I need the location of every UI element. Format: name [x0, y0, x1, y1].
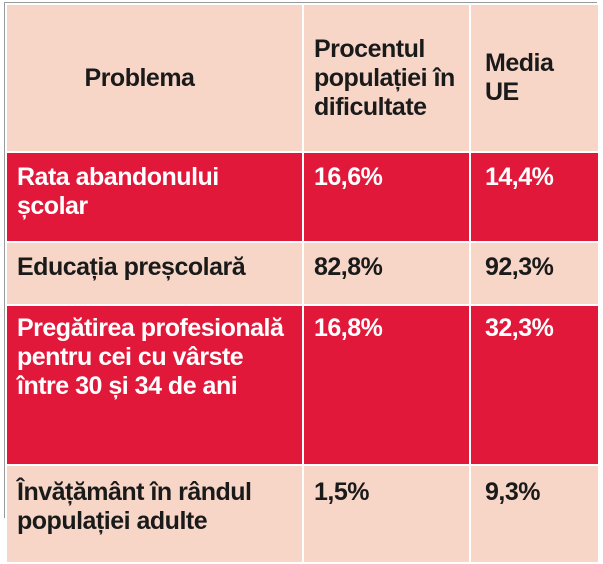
cell-problem: Pregătirea profesională pentru cei cu vâ…: [5, 304, 304, 466]
statistics-table-container: Problema Procentul populației în dificul…: [4, 2, 600, 564]
cell-percent: 16,6%: [302, 151, 471, 243]
cell-eu-average: 9,3%: [469, 464, 600, 564]
table-row: Învățământ în rândul populației adulte 1…: [5, 464, 600, 564]
cell-percent: 82,8%: [302, 241, 471, 306]
statistics-table: Problema Procentul populației în dificul…: [5, 3, 600, 564]
cell-problem: Educația preșcolară: [5, 241, 304, 306]
cell-eu-average: 32,3%: [469, 304, 600, 466]
cell-problem: Rata abandonului școlar: [5, 151, 304, 243]
table-row: Educația preșcolară 82,8% 92,3%: [5, 241, 600, 306]
cell-problem: Învățământ în rândul populației adulte: [5, 464, 304, 564]
cell-percent: 1,5%: [302, 464, 471, 564]
header-percent: Procentul populației în dificultate: [302, 3, 471, 153]
table-row: Pregătirea profesională pentru cei cu vâ…: [5, 304, 600, 466]
header-eu-average: Media UE: [469, 3, 600, 153]
cell-percent: 16,8%: [302, 304, 471, 466]
header-problem: Problema: [5, 3, 304, 153]
table-header-row: Problema Procentul populației în dificul…: [5, 3, 600, 153]
cell-eu-average: 14,4%: [469, 151, 600, 243]
cell-eu-average: 92,3%: [469, 241, 600, 306]
table-row: Rata abandonului școlar 16,6% 14,4%: [5, 151, 600, 243]
